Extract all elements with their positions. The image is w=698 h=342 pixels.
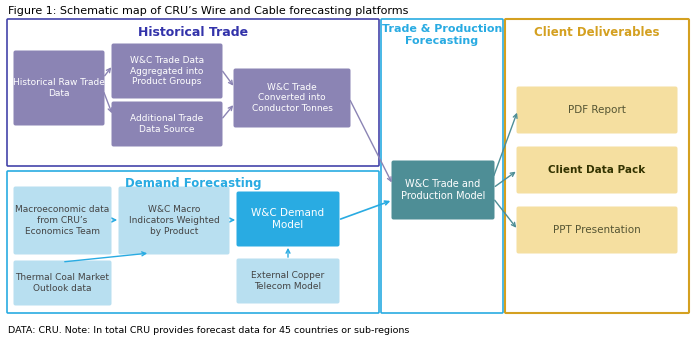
FancyBboxPatch shape [381,19,503,313]
Text: DATA: CRU. Note: In total CRU provides forecast data for 45 countries or sub-reg: DATA: CRU. Note: In total CRU provides f… [8,326,409,335]
Text: Figure 1: Schematic map of CRU’s Wire and Cable forecasting platforms: Figure 1: Schematic map of CRU’s Wire an… [8,6,408,16]
FancyBboxPatch shape [237,259,339,303]
Text: W&C Trade
Converted into
Conductor Tonnes: W&C Trade Converted into Conductor Tonne… [251,83,332,113]
FancyBboxPatch shape [517,146,678,194]
Text: Historical Trade: Historical Trade [138,26,248,39]
FancyBboxPatch shape [13,51,105,126]
Text: PDF Report: PDF Report [568,105,626,115]
Text: W&C Trade Data
Aggregated into
Product Groups: W&C Trade Data Aggregated into Product G… [130,56,204,86]
Text: Historical Raw Trade
Data: Historical Raw Trade Data [13,78,105,98]
FancyBboxPatch shape [13,261,112,305]
FancyBboxPatch shape [119,186,230,254]
Text: External Copper
Telecom Model: External Copper Telecom Model [251,271,325,291]
Text: Additional Trade
Data Source: Additional Trade Data Source [131,114,204,134]
Text: PPT Presentation: PPT Presentation [553,225,641,235]
Text: Client Deliverables: Client Deliverables [534,26,660,39]
Text: Trade & Production
Forecasting: Trade & Production Forecasting [382,24,502,46]
FancyBboxPatch shape [13,186,112,254]
Text: W&C Macro
Indicators Weighted
by Product: W&C Macro Indicators Weighted by Product [128,205,219,236]
Text: W&C Trade and
Production Model: W&C Trade and Production Model [401,179,485,201]
FancyBboxPatch shape [237,192,339,247]
Text: Thermal Coal Market
Outlook data: Thermal Coal Market Outlook data [15,273,110,293]
FancyBboxPatch shape [517,87,678,133]
Text: Demand Forecasting: Demand Forecasting [125,176,261,189]
FancyBboxPatch shape [7,19,379,166]
Text: W&C Demand
Model: W&C Demand Model [251,208,325,230]
FancyBboxPatch shape [112,102,223,146]
FancyBboxPatch shape [112,43,223,98]
Text: Macroeconomic data
from CRU’s
Economics Team: Macroeconomic data from CRU’s Economics … [15,205,110,236]
FancyBboxPatch shape [517,207,678,253]
FancyBboxPatch shape [505,19,689,313]
FancyBboxPatch shape [234,68,350,128]
FancyBboxPatch shape [7,171,379,313]
FancyBboxPatch shape [392,160,494,220]
Text: Client Data Pack: Client Data Pack [549,165,646,175]
